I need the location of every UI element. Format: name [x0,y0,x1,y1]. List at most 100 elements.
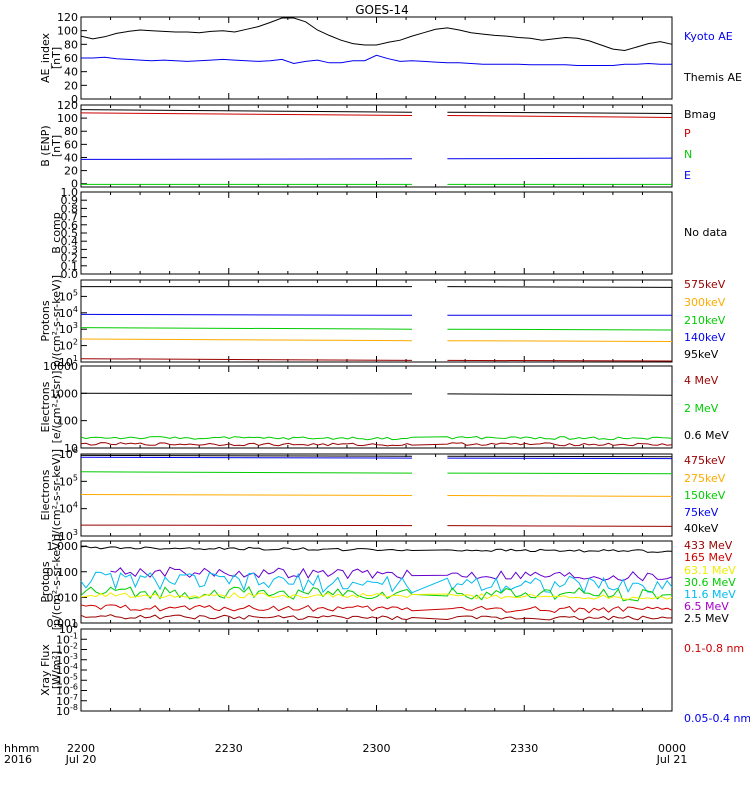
legend-entry: 0.05-0.4 nm [684,712,750,725]
y-tick-label: 60 [64,52,78,65]
y-tick-label: 100 [57,415,78,428]
y-axis-label: Xray Flux [39,644,52,696]
series-line-63-1-mev [80,592,673,600]
y-tick-label: 100 [57,25,78,38]
y-tick-label: 0.100 [47,566,79,579]
y-axis-label: [W/m²] [50,651,63,689]
legend-entry: Kyoto AE [684,30,733,43]
time-tick-label: 2200 [67,742,95,755]
y-tick-label: 0.1 [61,260,79,273]
y-axis-label: [nT] [50,135,63,157]
legend-entry: 40keV [684,522,719,535]
panel-frame [80,365,673,449]
series-line-themis-ae [81,54,672,66]
y-tick-label: 0.4 [61,235,79,248]
series-line-2-5-mev [80,545,673,553]
time-tick-label: 2330 [510,742,538,755]
legend-entry: Themis AE [683,71,742,84]
series-line-165-mev [80,604,673,614]
date-label: Jul 20 [65,753,97,766]
legend-entry: 6.5 MeV [684,600,729,613]
legend-entry: 4 MeV [684,374,719,387]
legend-entry: E [684,169,691,182]
y-tick-label: 0 [71,178,78,191]
legend-entry: 95keV [684,348,719,361]
series-line-75kev [80,456,673,460]
y-axis-label: p/(cm²-s-sr-keV)] [50,449,63,541]
legend-entry: 150keV [684,489,726,502]
legend-entry: Bmag [684,108,716,121]
y-tick-label: 40 [64,66,78,79]
panel-frame [80,279,673,363]
legend-entry: 63.1 MeV [684,564,736,577]
time-tick-label: 0000 [658,742,686,755]
y-tick-label: 0.2 [61,252,79,265]
y-tick-label: 0.7 [61,211,79,224]
legend-entry: 433 MeV [684,539,733,552]
y-tick-label: 0.001 [47,617,79,630]
series-line-210kev [80,327,673,331]
y-tick-label: 40 [64,151,78,164]
y-tick-label: 100 [57,112,78,125]
time-axis-year-label: 2016 [4,753,32,766]
y-tick-label: 0 [71,93,78,106]
time-tick-label: 2230 [215,742,243,755]
panel-frame [80,104,673,188]
y-tick-label: 1000 [50,387,78,400]
series-line-0-6-mev [80,392,673,396]
y-tick-label: 0.5 [61,227,79,240]
legend-entry: 30.6 MeV [684,576,736,589]
legend-entry: 575keV [684,278,726,291]
series-line-95kev [81,286,673,288]
time-axis: hhmm 2016 2200 2230 2300 2330 0000 Jul 20 Jul … [4,742,687,766]
legend-entry: 0.6 MeV [684,429,729,442]
y-tick-label: 0.8 [61,202,79,215]
legend-entry: No data [684,226,727,239]
y-tick-label: 20 [64,79,78,92]
y-tick-label: 20 [64,165,78,178]
time-axis-hhmm-label: hhmm [4,742,39,755]
series-line-433-mev [80,614,673,621]
date-label: Jul 21 [656,753,688,766]
legend-entry: 2.5 MeV [684,612,729,625]
y-axis-label: Electrons [39,469,52,520]
legend-entry: N [684,148,692,161]
y-tick-label: 0.6 [61,219,79,232]
legend-entry: 475keV [684,454,726,467]
series-line-6-5-mev [110,566,673,582]
y-tick-label: 80 [64,38,78,51]
legend-entry: 165 MeV [684,551,733,564]
y-axis-label: [e/(cm²-s-sr)] [50,371,63,444]
y-axis-label: [p/(cm²-s-sr-keV)] [50,534,63,631]
legend-entry: 300keV [684,296,726,309]
series-line-275kev [80,494,673,497]
series-line-4-mev [80,442,673,447]
series-line-e [80,157,673,160]
panel-xray: 10-810-710-610-510-410-310-210-1100Xray … [39,621,750,725]
panel-bcomp: 0.00.10.20.30.40.50.60.70.80.91.0 B comp N… [50,186,727,281]
series-line-40kev [80,454,673,458]
legend-entry: P [684,127,691,140]
legend-entry: 210keV [684,314,726,327]
y-axis-label: Electrons [39,381,52,432]
time-tick-label: 2300 [363,742,391,755]
y-tick-label: 80 [64,125,78,138]
series-line-11-6-mev [80,571,673,595]
legend-entry: 275keV [684,472,726,485]
plot-title: GOES-14 [355,3,409,17]
series-line-2-mev [80,435,673,441]
y-tick-label: 0.3 [61,243,79,256]
series-line-kyoto-ae [80,17,673,52]
series-line-p [80,112,673,118]
y-tick-label: 0.0 [61,268,79,281]
y-axis-label: B comp [50,212,63,254]
y-axis-label: p/(cm²-s-sr-keV)] [50,275,63,367]
series-line-475kev [80,524,673,527]
series-line-140kev [80,313,672,316]
y-tick-label: 120 [57,11,78,24]
panel-frame [80,628,673,712]
legend-entry: 140keV [684,331,726,344]
y-axis-label: AE_index [39,32,52,83]
